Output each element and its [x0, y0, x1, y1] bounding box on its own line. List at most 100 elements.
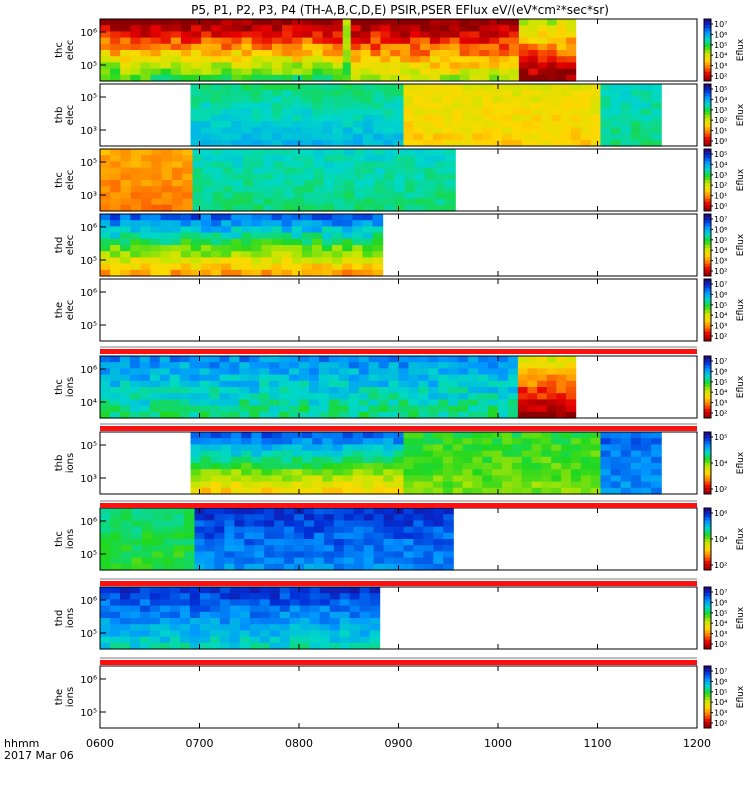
spectrogram-cell	[194, 551, 206, 559]
spectrogram-cell	[191, 50, 202, 57]
colorbar-step	[704, 310, 711, 314]
spectrogram-cell	[459, 62, 471, 70]
spectrogram-cell	[302, 31, 314, 39]
spectrogram-cell	[149, 411, 161, 419]
spectrogram-cell	[142, 557, 154, 565]
spectrogram-cell	[121, 508, 133, 515]
spectrogram-cell	[362, 481, 374, 489]
spectrogram-cell	[472, 121, 483, 128]
spectrogram-cell	[318, 374, 330, 382]
spectrogram-cell	[590, 432, 602, 439]
spectrogram-cell	[302, 115, 313, 122]
spectrogram-cell	[492, 115, 503, 122]
spectrogram-cell	[452, 121, 464, 128]
spectrogram-cell	[419, 25, 431, 32]
spectrogram-cell	[231, 444, 242, 452]
spectrogram-cell	[209, 356, 220, 363]
spectrogram-cell	[472, 108, 483, 116]
spectrogram-cell	[342, 269, 353, 277]
spectrogram-cell	[546, 356, 557, 363]
spectrogram-cell	[433, 121, 444, 128]
spectrogram-cell	[302, 37, 314, 45]
spectrogram-cell	[261, 238, 273, 246]
spectrogram-cell	[352, 245, 363, 252]
spectrogram-cell	[130, 263, 141, 271]
spectrogram-cell	[322, 456, 334, 464]
spectrogram-cell	[600, 102, 612, 110]
spectrogram-cell	[620, 115, 632, 122]
spectrogram-cell	[547, 25, 558, 32]
colorbar-step	[704, 435, 711, 439]
spectrogram-cell	[189, 587, 201, 594]
spectrogram-cell	[251, 43, 263, 51]
spectrogram-cell	[119, 624, 131, 631]
spectrogram-cell	[211, 74, 222, 82]
spectrogram-cell	[499, 25, 510, 32]
spectrogram-cell	[220, 438, 232, 445]
spectrogram-cell	[342, 68, 352, 76]
spectrogram-cell	[469, 25, 480, 32]
spectrogram-cell	[362, 220, 374, 227]
spectrogram-cell	[229, 362, 240, 369]
spectrogram-cell	[378, 368, 390, 376]
spectrogram-cell	[350, 74, 362, 82]
spectrogram-cell	[131, 514, 143, 521]
spectrogram-cell	[384, 167, 396, 175]
spectrogram-cell	[565, 380, 577, 388]
spectrogram-cell	[398, 374, 410, 382]
spectrogram-cell	[199, 636, 211, 644]
spectrogram-cell	[152, 526, 164, 534]
spectrogram-cell	[292, 56, 303, 63]
colorbar-step	[704, 490, 711, 495]
colorbar-step	[704, 251, 711, 255]
spectrogram-cell	[100, 220, 111, 227]
spectrogram-cell	[348, 399, 360, 407]
spectrogram-cell	[159, 368, 171, 376]
spectrogram-cell	[418, 393, 429, 400]
spectrogram-cell	[312, 74, 324, 82]
spectrogram-cell	[424, 173, 436, 181]
spectrogram-cell	[418, 399, 429, 407]
colorbar-tick-label: 10²	[714, 116, 727, 125]
spectrogram-cell	[303, 180, 315, 187]
spectrogram-cell	[388, 387, 400, 394]
spectrogram-cell	[281, 90, 293, 97]
spectrogram-cell	[394, 167, 406, 175]
spectrogram-cell	[160, 257, 172, 265]
spectrogram-cell	[219, 593, 231, 600]
spectrogram-cell	[590, 90, 602, 97]
spectrogram-cell	[200, 220, 212, 227]
spectrogram-cell	[433, 444, 444, 452]
spectrogram-cell	[219, 605, 231, 613]
spectrogram-cell	[348, 374, 360, 382]
spectrogram-cell	[293, 198, 305, 206]
spectrogram-cell	[333, 532, 345, 540]
spectrogram-cell	[241, 245, 252, 252]
spectrogram-cell	[110, 62, 121, 70]
colorbar-step	[704, 331, 711, 336]
spectrogram-cell	[259, 636, 271, 644]
spectrogram-cell	[291, 263, 303, 271]
spectrogram-cell	[400, 19, 411, 26]
spectrogram-cell	[373, 90, 384, 97]
spectrogram-cell	[472, 450, 483, 458]
x-tick-label: 1100	[584, 737, 612, 750]
spectrogram-cell	[521, 127, 533, 135]
spectrogram-cell	[482, 139, 493, 147]
spectrogram-cell	[179, 387, 191, 394]
colorbar-step	[704, 387, 711, 391]
spectrogram-cell	[414, 167, 426, 175]
spectrogram-cell	[352, 115, 364, 122]
spectrogram-cell	[413, 96, 424, 104]
spectrogram-cell	[372, 238, 384, 246]
spectrogram-cell	[292, 74, 303, 82]
spectrogram-cell	[251, 487, 263, 495]
colorbar-tick-label: 10²	[714, 181, 727, 190]
colorbar-step	[704, 319, 711, 323]
spectrogram-cell	[373, 475, 384, 483]
spectrogram-cell	[251, 74, 263, 82]
spectrogram-cell	[190, 263, 202, 271]
spectrogram-cell	[438, 362, 449, 369]
spectrogram-cell	[100, 245, 111, 252]
